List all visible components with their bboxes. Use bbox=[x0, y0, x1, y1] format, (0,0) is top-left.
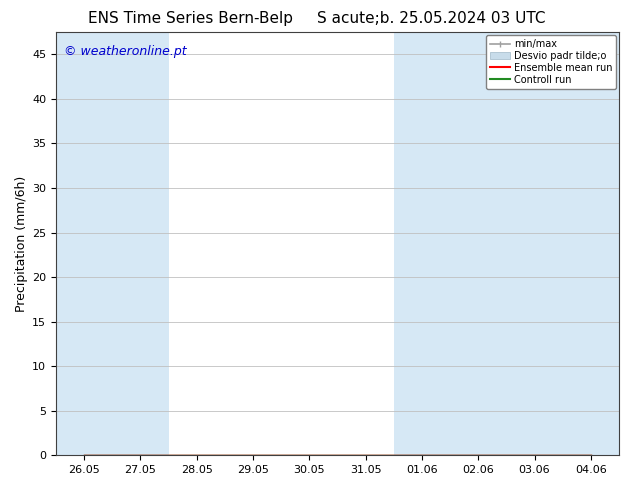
Text: ENS Time Series Bern-Belp: ENS Time Series Bern-Belp bbox=[87, 11, 293, 26]
Bar bbox=[507, 32, 563, 455]
Bar bbox=[56, 32, 112, 455]
Bar bbox=[394, 32, 450, 455]
Bar bbox=[450, 32, 507, 455]
Legend: min/max, Desvio padr tilde;o, Ensemble mean run, Controll run: min/max, Desvio padr tilde;o, Ensemble m… bbox=[486, 35, 616, 89]
Text: © weatheronline.pt: © weatheronline.pt bbox=[65, 45, 187, 58]
Bar bbox=[112, 32, 169, 455]
Bar bbox=[563, 32, 619, 455]
Text: S acute;b. 25.05.2024 03 UTC: S acute;b. 25.05.2024 03 UTC bbox=[317, 11, 545, 26]
Y-axis label: Precipitation (mm/6h): Precipitation (mm/6h) bbox=[15, 175, 28, 312]
